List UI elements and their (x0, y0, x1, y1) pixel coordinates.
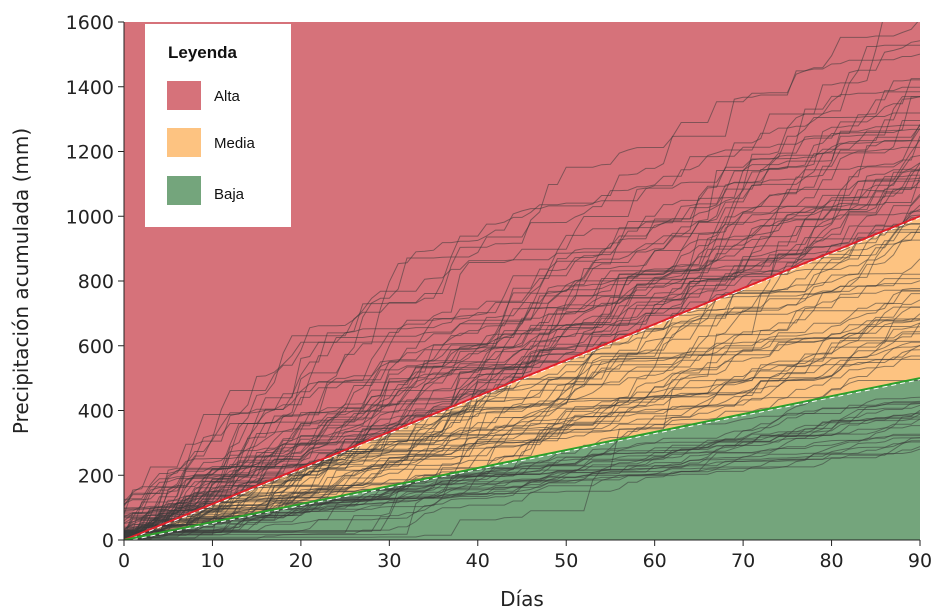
y-tick-label: 400 (78, 401, 114, 423)
simulated-path (124, 86, 920, 536)
simulated-path (124, 416, 920, 540)
simulated-path (124, 128, 920, 539)
simulated-path (124, 344, 920, 538)
threshold-line-1 (124, 377, 920, 540)
simulated-path (124, 91, 920, 531)
simulated-path (124, 124, 920, 538)
simulated-path (124, 128, 920, 531)
simulated-path (124, 146, 920, 540)
simulated-path (124, 180, 920, 512)
legend-label-baja: Baja (214, 186, 245, 203)
simulated-path (124, 229, 920, 538)
simulated-path (124, 96, 920, 536)
x-tick-label: 60 (643, 550, 667, 572)
x-tick-label: 0 (118, 550, 130, 572)
x-tick-label: 40 (466, 550, 490, 572)
x-axis-title: Días (500, 587, 544, 610)
threshold-line-dash-1 (128, 379, 920, 540)
simulated-path (124, 162, 920, 533)
simulated-path (124, 79, 920, 539)
y-tick-label: 1600 (66, 12, 114, 34)
simulated-path (124, 214, 920, 532)
x-tick-label: 20 (289, 550, 313, 572)
simulated-path (124, 404, 920, 535)
legend-label-media: Media (214, 135, 256, 152)
simulated-path (124, 435, 920, 532)
simulated-path (124, 331, 920, 534)
legend-label-alta: Alta (214, 88, 241, 105)
threshold-lines-layer (124, 215, 920, 540)
y-tick-label: 1200 (66, 142, 114, 164)
x-tick-label: 70 (731, 550, 755, 572)
legend-swatch-alta (167, 81, 201, 110)
simulated-path (124, 162, 920, 536)
y-tick-label: 800 (78, 271, 114, 293)
axes: 0 10 20 30 40 50 60 70 80 90 0 200 400 600 800 1000 1200… (66, 12, 932, 572)
x-tick-label: 30 (377, 550, 401, 572)
x-tick-label: 80 (819, 550, 843, 572)
x-tick-label: 50 (554, 550, 578, 572)
y-tick-label: 0 (102, 530, 114, 552)
x-tick-label: 90 (908, 550, 932, 572)
threshold-line-0 (124, 215, 920, 540)
simulated-path (124, 441, 920, 518)
simulated-path (124, 290, 920, 539)
legend-title: Leyenda (168, 43, 238, 62)
simulated-path (124, 155, 920, 534)
simulated-path (124, 174, 920, 535)
simulated-path (124, 125, 920, 536)
simulated-path (124, 78, 920, 538)
simulated-path (124, 210, 920, 500)
y-tick-label: 200 (78, 465, 114, 487)
simulated-path (124, 425, 920, 536)
x-tick-label: 10 (200, 550, 224, 572)
simulated-path (124, 204, 920, 537)
y-axis-title: Precipitación acumulada (mm) (9, 128, 33, 434)
simulated-path (124, 96, 920, 540)
simulated-path (124, 53, 920, 515)
simulated-path (124, 319, 920, 519)
legend-swatch-media (167, 128, 201, 157)
simulated-path (124, 401, 920, 534)
simulated-path (124, 96, 920, 537)
simulated-paths-layer (124, 22, 920, 540)
simulated-path (124, 413, 920, 536)
y-tick-label: 600 (78, 336, 114, 358)
simulated-path (124, 124, 920, 535)
legend: Leyenda Alta Media Baja (145, 24, 291, 227)
legend-swatch-baja (167, 176, 201, 205)
simulated-path (124, 22, 919, 540)
y-tick-label: 1000 (66, 206, 114, 228)
simulated-path (124, 313, 920, 532)
y-tick-label: 1400 (66, 77, 114, 99)
